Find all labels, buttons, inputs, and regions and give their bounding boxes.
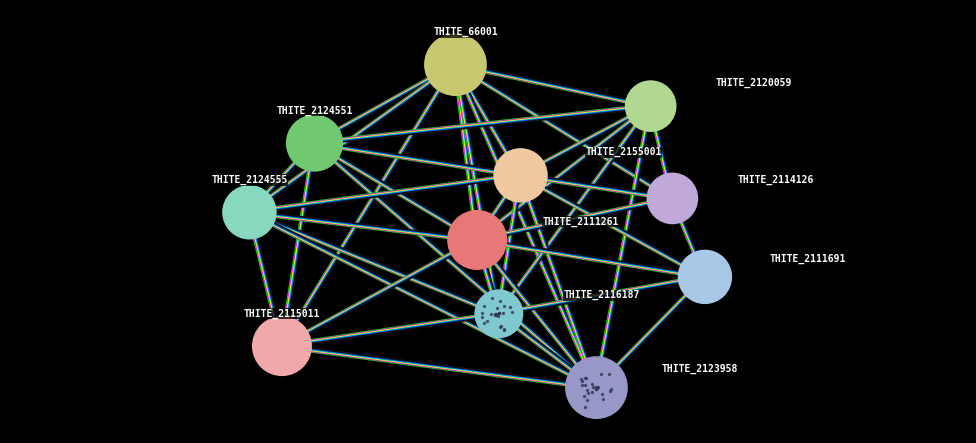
Point <box>589 383 604 390</box>
Point <box>503 303 518 310</box>
Point <box>579 386 594 393</box>
Text: THITE_2115011: THITE_2115011 <box>244 309 320 319</box>
Text: THITE_66001: THITE_66001 <box>434 27 499 37</box>
Point <box>584 380 599 387</box>
Ellipse shape <box>566 357 627 418</box>
Point <box>474 309 490 316</box>
Point <box>588 385 603 392</box>
Ellipse shape <box>287 115 343 171</box>
Point <box>577 374 592 381</box>
Ellipse shape <box>425 34 486 95</box>
Point <box>594 390 610 397</box>
Point <box>479 317 495 324</box>
Ellipse shape <box>678 250 731 303</box>
Point <box>575 382 590 389</box>
Point <box>588 386 603 393</box>
Point <box>491 310 507 317</box>
Ellipse shape <box>475 290 522 338</box>
Text: THITE_2116187: THITE_2116187 <box>564 290 640 300</box>
Point <box>590 385 605 392</box>
Ellipse shape <box>494 149 547 202</box>
Point <box>580 396 595 403</box>
Text: THITE_2124551: THITE_2124551 <box>276 105 352 116</box>
Point <box>574 377 590 385</box>
Point <box>573 376 589 383</box>
Text: THITE_2124555: THITE_2124555 <box>211 175 288 185</box>
Point <box>492 324 508 331</box>
Point <box>577 381 592 389</box>
Point <box>496 310 511 317</box>
Text: THITE_2111691: THITE_2111691 <box>770 253 846 264</box>
Point <box>490 305 506 312</box>
Point <box>602 387 618 394</box>
Point <box>483 311 499 318</box>
Point <box>579 374 594 381</box>
Point <box>491 309 507 316</box>
Point <box>593 371 609 378</box>
Point <box>476 303 492 310</box>
Point <box>476 319 492 326</box>
Point <box>487 311 503 319</box>
Text: THITE_2155001: THITE_2155001 <box>586 147 662 157</box>
Ellipse shape <box>224 186 276 239</box>
Point <box>577 404 592 411</box>
Point <box>595 396 611 403</box>
Point <box>488 312 504 319</box>
Point <box>590 383 606 390</box>
Point <box>603 385 619 392</box>
Point <box>474 313 490 320</box>
Point <box>488 311 504 318</box>
Point <box>492 297 508 304</box>
Point <box>484 294 500 301</box>
Point <box>601 370 617 377</box>
Point <box>487 311 503 318</box>
Text: THITE_2114126: THITE_2114126 <box>738 175 814 185</box>
Point <box>584 389 599 396</box>
Ellipse shape <box>448 211 507 269</box>
Point <box>491 310 507 317</box>
Point <box>505 308 520 315</box>
Point <box>580 390 595 397</box>
Ellipse shape <box>647 173 698 223</box>
Text: THITE_2111261: THITE_2111261 <box>543 216 619 227</box>
Point <box>490 313 506 320</box>
Text: THITE_2123958: THITE_2123958 <box>662 364 738 374</box>
Point <box>493 323 508 330</box>
Point <box>577 393 592 400</box>
Ellipse shape <box>626 81 675 131</box>
Point <box>496 327 511 334</box>
Point <box>497 303 512 310</box>
Point <box>586 384 601 391</box>
Ellipse shape <box>253 317 311 375</box>
Point <box>496 325 511 332</box>
Text: THITE_2120059: THITE_2120059 <box>715 78 793 88</box>
